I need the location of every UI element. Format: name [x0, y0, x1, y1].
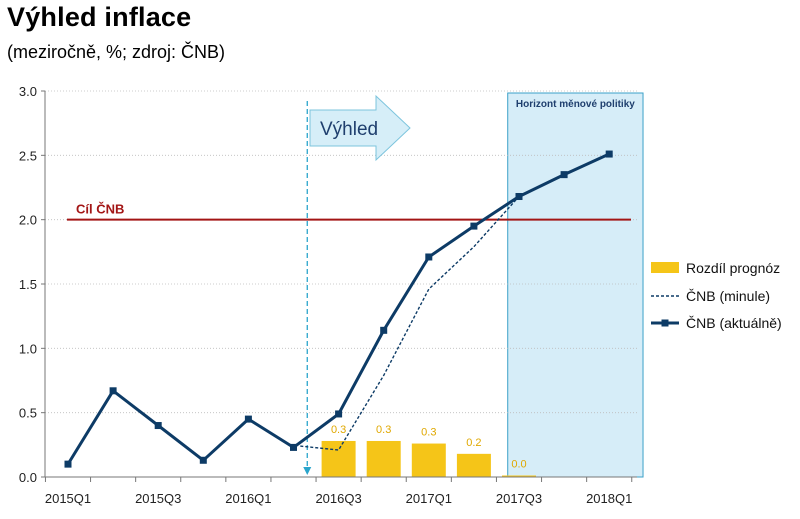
y-tick-label: 2.0	[19, 213, 37, 228]
bar-data-label: 0.3	[421, 427, 436, 439]
cnb-current-point	[199, 456, 207, 464]
forecast-diff-bar	[456, 453, 491, 477]
cnb-current-point	[470, 222, 478, 230]
bar-data-label: 0.2	[466, 437, 481, 449]
cnb-current-point	[154, 422, 162, 430]
cnb-current-point	[605, 150, 613, 158]
chart-title: Výhled inflace	[7, 2, 192, 32]
cnb-current-point	[244, 415, 252, 423]
bar-data-label: 0.0	[511, 459, 526, 471]
legend-swatch-bar	[651, 262, 679, 273]
cnb-current-point	[560, 171, 568, 179]
outlook-label: Výhled	[320, 119, 378, 140]
cnb-current-point	[109, 387, 117, 395]
y-tick-label: 3.0	[19, 84, 37, 99]
x-tick-label: 2018Q1	[586, 491, 632, 506]
horizon-band	[507, 92, 644, 478]
y-tick-label: 2.5	[19, 148, 37, 163]
forecast-diff-bar	[411, 443, 446, 477]
cnb-current-point	[335, 410, 343, 418]
x-tick-label: 2015Q1	[45, 491, 91, 506]
x-tick-label: 2015Q3	[135, 491, 181, 506]
forecast-diff-bar	[321, 440, 356, 477]
cnb-current-point	[380, 326, 388, 334]
outlook-arrow	[309, 94, 411, 162]
y-tick-label: 1.5	[19, 277, 37, 292]
x-tick-label: 2017Q1	[406, 491, 452, 506]
legend-label-previous: ČNB (minule)	[686, 288, 770, 304]
bar-data-label: 0.3	[331, 424, 346, 436]
x-tick-label: 2016Q1	[225, 491, 271, 506]
legend-label-current: ČNB (aktuálně)	[686, 315, 782, 331]
x-tick-label: 2017Q3	[496, 491, 542, 506]
cnb-previous-line	[300, 196, 520, 451]
cnb-current-point	[290, 443, 297, 451]
cnb-current-point	[64, 460, 72, 468]
y-tick-label: 0.0	[19, 470, 37, 485]
cnb-current-point	[425, 253, 433, 261]
legend-marker-current	[661, 319, 669, 327]
legend-label-bar: Rozdíl prognóz	[686, 260, 780, 276]
bar-data-label: 0.3	[376, 424, 391, 436]
target-label: Cíl ČNB	[76, 202, 124, 217]
forecast-diff-bar	[366, 440, 401, 477]
chart-subtitle: (meziročně, %; zdroj: ČNB)	[7, 42, 226, 62]
y-tick-label: 1.0	[19, 341, 37, 356]
forecast-diff-bar	[502, 475, 536, 477]
outlook-arrowhead	[303, 467, 312, 475]
x-tick-label: 2016Q3	[315, 491, 361, 506]
y-tick-label: 0.5	[19, 406, 37, 421]
cnb-current-point	[515, 193, 523, 201]
horizon-label: Horizont měnové politiky	[516, 99, 635, 110]
